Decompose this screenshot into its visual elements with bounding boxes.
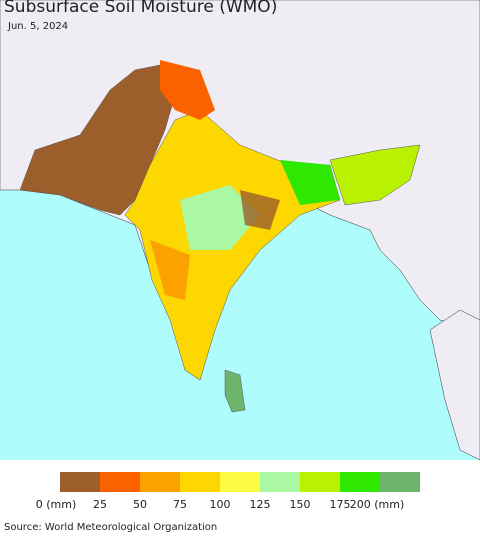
legend-label: 75 [173,498,187,511]
legend-label: 0 (mm) [36,498,77,511]
legend-swatch [100,472,140,492]
legend-swatch [300,472,340,492]
sri-lanka [224,369,246,413]
legend-swatch [220,472,260,492]
land-se [429,309,480,461]
central-region [180,185,260,250]
east-region [280,160,340,205]
northeast-region [329,144,421,206]
legend-label: 200 (mm) [350,498,405,511]
legend-label: 175 [330,498,351,511]
legend-swatch [140,472,180,492]
legend-label: 125 [250,498,271,511]
legend: 0 (mm) 25 50 75 100 125 150 175 200 (mm) [36,472,420,511]
legend-swatch [340,472,380,492]
legend-swatch [60,472,100,492]
dry-patch [240,190,280,230]
legend-label: 150 [290,498,311,511]
legend-swatch [260,472,300,492]
north-region [160,60,215,120]
date: Jun. 5, 2024 [7,21,68,32]
legend-swatch [380,472,420,492]
west-patch [150,240,190,300]
legend-label: 100 [210,498,231,511]
legend-label: 25 [93,498,107,511]
pakistan [19,64,176,216]
title: Subsurface Soil Moisture (WMO) [4,0,277,17]
legend-label: 50 [133,498,147,511]
source: Source: World Meteorological Organizatio… [4,522,217,533]
legend-swatch [180,472,220,492]
